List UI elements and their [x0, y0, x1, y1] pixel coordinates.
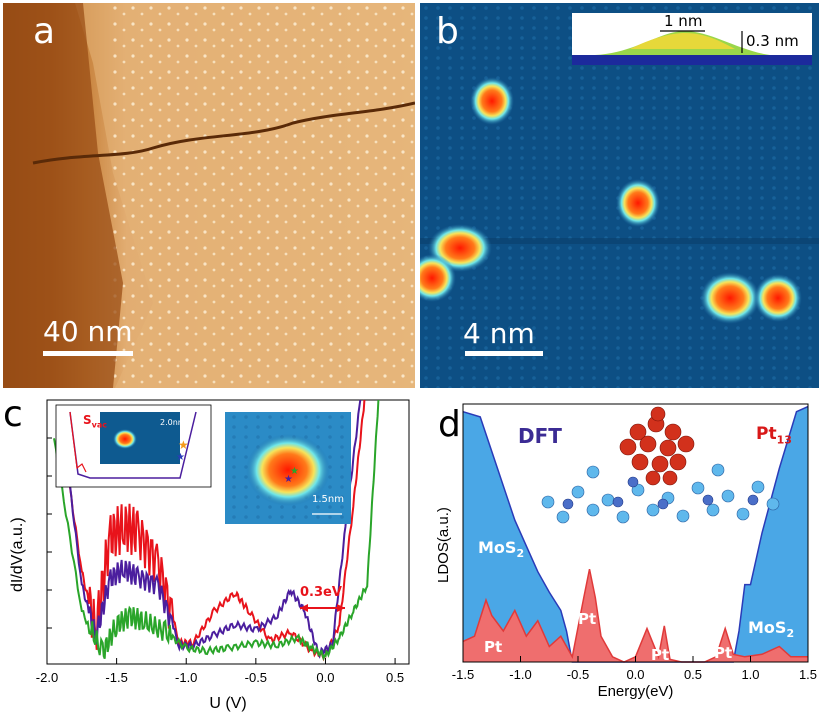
- svg-text:★: ★: [178, 438, 189, 452]
- x-tick-label-c: -1.5: [105, 670, 127, 685]
- x-tick-label-d: -0.5: [567, 667, 589, 682]
- svac-main: S: [83, 413, 92, 427]
- svg-text:★: ★: [290, 466, 299, 477]
- panel-letter-b: b: [436, 11, 459, 52]
- panel-letter-a: a: [33, 11, 56, 52]
- x-tick-label-d: -1.5: [452, 667, 474, 682]
- dIdV-chart: -2.0 -1.5 -1.0 -0.5 0.0 0.5 U (V) dI/dV(a.u.) ★…: [9, 399, 410, 712]
- svg-text:★: ★: [284, 474, 293, 485]
- spectra-inset: ★ ★: [55, 404, 212, 488]
- mos2-right-sub: 2: [786, 627, 795, 641]
- stm-inset: ★ ★: [225, 412, 351, 524]
- inset-width-label: 1 nm: [664, 12, 703, 30]
- pt13-mos2-model: [541, 406, 780, 524]
- svg-text:★: ★: [176, 452, 185, 463]
- panel-b: b 1 nm 0.3 nm 4 nm: [408, 3, 819, 388]
- x-tick-label-c: 0.5: [386, 670, 404, 685]
- inset-svac-label: Svac: [83, 413, 107, 429]
- line-mos2: [462, 405, 809, 663]
- x-tick-label-d: 1.0: [741, 667, 759, 682]
- area-mos2: [463, 406, 808, 662]
- inset2-scale-label: 1.5nm: [312, 494, 344, 505]
- scalebar-b: [465, 351, 543, 356]
- x-axis-label-c: U (V): [209, 695, 246, 712]
- pt-label-1: Pt: [484, 638, 503, 656]
- pt-label-4: Pt: [714, 644, 733, 662]
- series-line-green: [53, 399, 380, 662]
- x-tick-label-d: 0.0: [626, 667, 644, 682]
- x-tick-label-d: -1.0: [509, 667, 531, 682]
- mos2-label-right: MoS2: [748, 618, 794, 640]
- ldos-chart: -1.5 -1.0 -0.5 0.0 0.5 1.0 1.5 Energy(eV) LDOS(a…: [435, 403, 817, 700]
- x-tick-label-d: 1.5: [799, 667, 817, 682]
- pt-label-3: Pt: [651, 646, 670, 664]
- area-pt: [463, 569, 808, 662]
- panel-c: -2.0 -1.5 -1.0 -0.5 0.0 0.5 U (V) dI/dV(a.u.) ★…: [0, 392, 415, 720]
- x-tick-label-c: -1.0: [175, 670, 197, 685]
- panel-letter-c: c: [3, 394, 23, 435]
- x-tick-label-c: -2.0: [36, 670, 58, 685]
- pt13-sub: 13: [776, 433, 792, 447]
- inset-scale-label: 2.0nm: [160, 418, 186, 427]
- mos2-label-left: MoS2: [478, 538, 524, 560]
- scalebar-label-a: 40 nm: [43, 315, 133, 348]
- y-axis-label-d: LDOS(a.u.): [435, 507, 452, 583]
- dft-label: DFT: [518, 424, 562, 448]
- panel-a: a 40 nm: [3, 3, 416, 388]
- inset-height-label: 0.3 nm: [746, 32, 799, 50]
- mos2-left-main: MoS: [478, 538, 517, 557]
- scalebar-label-b: 4 nm: [463, 317, 535, 350]
- gap-annotation: 0.3eV: [300, 585, 342, 600]
- x-axis-label-d: Energy(eV): [598, 683, 674, 700]
- mos2-left-sub: 2: [516, 547, 525, 561]
- stm-image-a: [3, 3, 416, 388]
- pt13-main: Pt: [756, 424, 777, 444]
- x-tick-label-c: 0.0: [316, 670, 334, 685]
- panel-d: -1.5 -1.0 -0.5 0.0 0.5 1.0 1.5 Energy(eV) LDOS(a…: [418, 392, 822, 720]
- stm-image-b: [408, 3, 819, 388]
- y-axis-label-c: dI/dV(a.u.): [9, 517, 26, 592]
- svac-sub: vac: [91, 420, 108, 430]
- mos2-right-main: MoS: [748, 618, 787, 637]
- pt13-label: Pt13: [756, 424, 792, 446]
- x-tick-label-c: -0.5: [245, 670, 267, 685]
- scalebar-a: [43, 351, 133, 356]
- pt-label-2: Pt: [578, 610, 597, 628]
- panel-letter-d: d: [438, 404, 461, 445]
- x-tick-label-d: 0.5: [684, 667, 702, 682]
